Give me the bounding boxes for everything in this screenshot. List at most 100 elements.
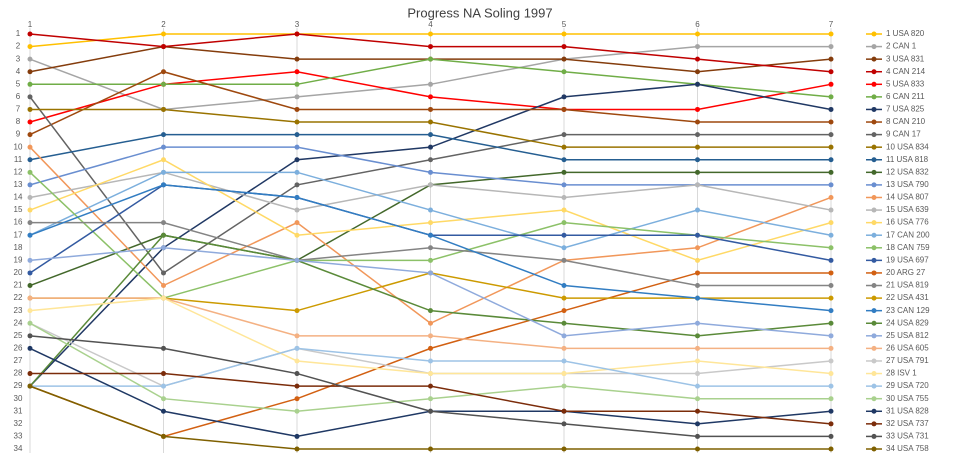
point [828, 383, 834, 389]
y-tick-label: 17 [14, 230, 23, 239]
y-tick-label: 32 [14, 419, 23, 428]
point [161, 132, 166, 138]
legend-label: 8 CAN 210 [886, 117, 926, 126]
point [828, 169, 834, 175]
legend-label: 4 CAN 214 [886, 67, 926, 76]
y-tick-label: 33 [14, 432, 23, 441]
point [828, 421, 834, 427]
legend-label: 30 USA 755 [886, 394, 929, 403]
point [695, 383, 700, 389]
point [695, 245, 700, 251]
point [294, 69, 300, 75]
point [161, 283, 166, 289]
point [27, 194, 33, 200]
point [294, 396, 300, 402]
legend-label: 29 USA 720 [886, 381, 929, 390]
point [561, 232, 567, 238]
point [27, 207, 33, 213]
point [828, 106, 834, 112]
point [695, 345, 700, 351]
point [27, 345, 33, 351]
legend-marker [871, 56, 877, 62]
point [561, 308, 567, 314]
point [695, 408, 700, 414]
point [695, 106, 700, 112]
y-tick-label: 19 [14, 255, 23, 264]
point [27, 44, 33, 50]
point [695, 257, 700, 263]
legend-marker [871, 44, 877, 50]
y-tick-label: 24 [14, 318, 23, 327]
point [561, 207, 567, 213]
x-tick-label: 1 [28, 20, 33, 29]
legend-marker [871, 232, 877, 238]
point [161, 106, 166, 112]
point [294, 232, 300, 238]
point [561, 446, 567, 452]
point [27, 308, 33, 314]
y-tick-label: 3 [16, 54, 21, 63]
legend-label: 28 ISV 1 [886, 369, 917, 378]
point [294, 31, 300, 37]
x-tick-label: 7 [829, 20, 834, 29]
point [161, 220, 166, 226]
point [561, 106, 567, 112]
legend-label: 34 USA 758 [886, 444, 929, 453]
point [695, 182, 700, 188]
point [695, 69, 700, 75]
point [294, 308, 300, 314]
legend-label: 17 CAN 200 [886, 230, 930, 239]
point [27, 81, 33, 87]
point [828, 232, 834, 238]
y-tick-label: 27 [14, 356, 23, 365]
legend-label: 5 USA 833 [886, 79, 925, 88]
legend-label: 1 USA 820 [886, 29, 925, 38]
chart-title: Progress NA Soling 1997 [407, 5, 552, 20]
legend-label: 24 USA 829 [886, 318, 929, 327]
legend-marker [871, 408, 877, 414]
y-tick-label: 15 [14, 205, 23, 214]
legend-marker [871, 157, 877, 163]
legend-marker [871, 371, 877, 377]
point [828, 144, 834, 150]
point [27, 31, 33, 37]
point [161, 144, 166, 150]
legend-label: 19 USA 697 [886, 255, 929, 264]
point [695, 446, 700, 452]
point [428, 232, 433, 238]
point [27, 371, 33, 377]
legend-marker [871, 69, 877, 75]
legend-label: 14 USA 807 [886, 193, 929, 202]
y-tick-label: 16 [14, 218, 23, 227]
point [828, 345, 834, 351]
legend-marker [871, 283, 877, 289]
y-tick-label: 30 [14, 394, 23, 403]
point [428, 257, 433, 263]
point [428, 182, 433, 188]
point [695, 320, 700, 326]
legend-label: 26 USA 605 [886, 344, 929, 353]
point [695, 169, 700, 175]
y-tick-label: 31 [14, 406, 23, 415]
y-tick-label: 5 [16, 79, 21, 88]
point [828, 433, 834, 439]
point [561, 157, 567, 163]
point [428, 446, 433, 452]
y-tick-label: 2 [16, 42, 21, 51]
y-tick-label: 6 [16, 92, 21, 101]
point [294, 194, 300, 200]
y-tick-label: 7 [16, 105, 21, 114]
point [828, 44, 834, 50]
point [561, 56, 567, 62]
y-tick-label: 28 [14, 369, 23, 378]
x-tick-label: 2 [161, 20, 166, 29]
point [27, 169, 33, 175]
point [828, 182, 834, 188]
legend-label: 9 CAN 17 [886, 130, 921, 139]
legend-marker [871, 81, 877, 87]
point [161, 383, 166, 389]
point [428, 81, 433, 87]
point [828, 56, 834, 62]
point [161, 182, 166, 188]
legend-marker [871, 194, 877, 200]
